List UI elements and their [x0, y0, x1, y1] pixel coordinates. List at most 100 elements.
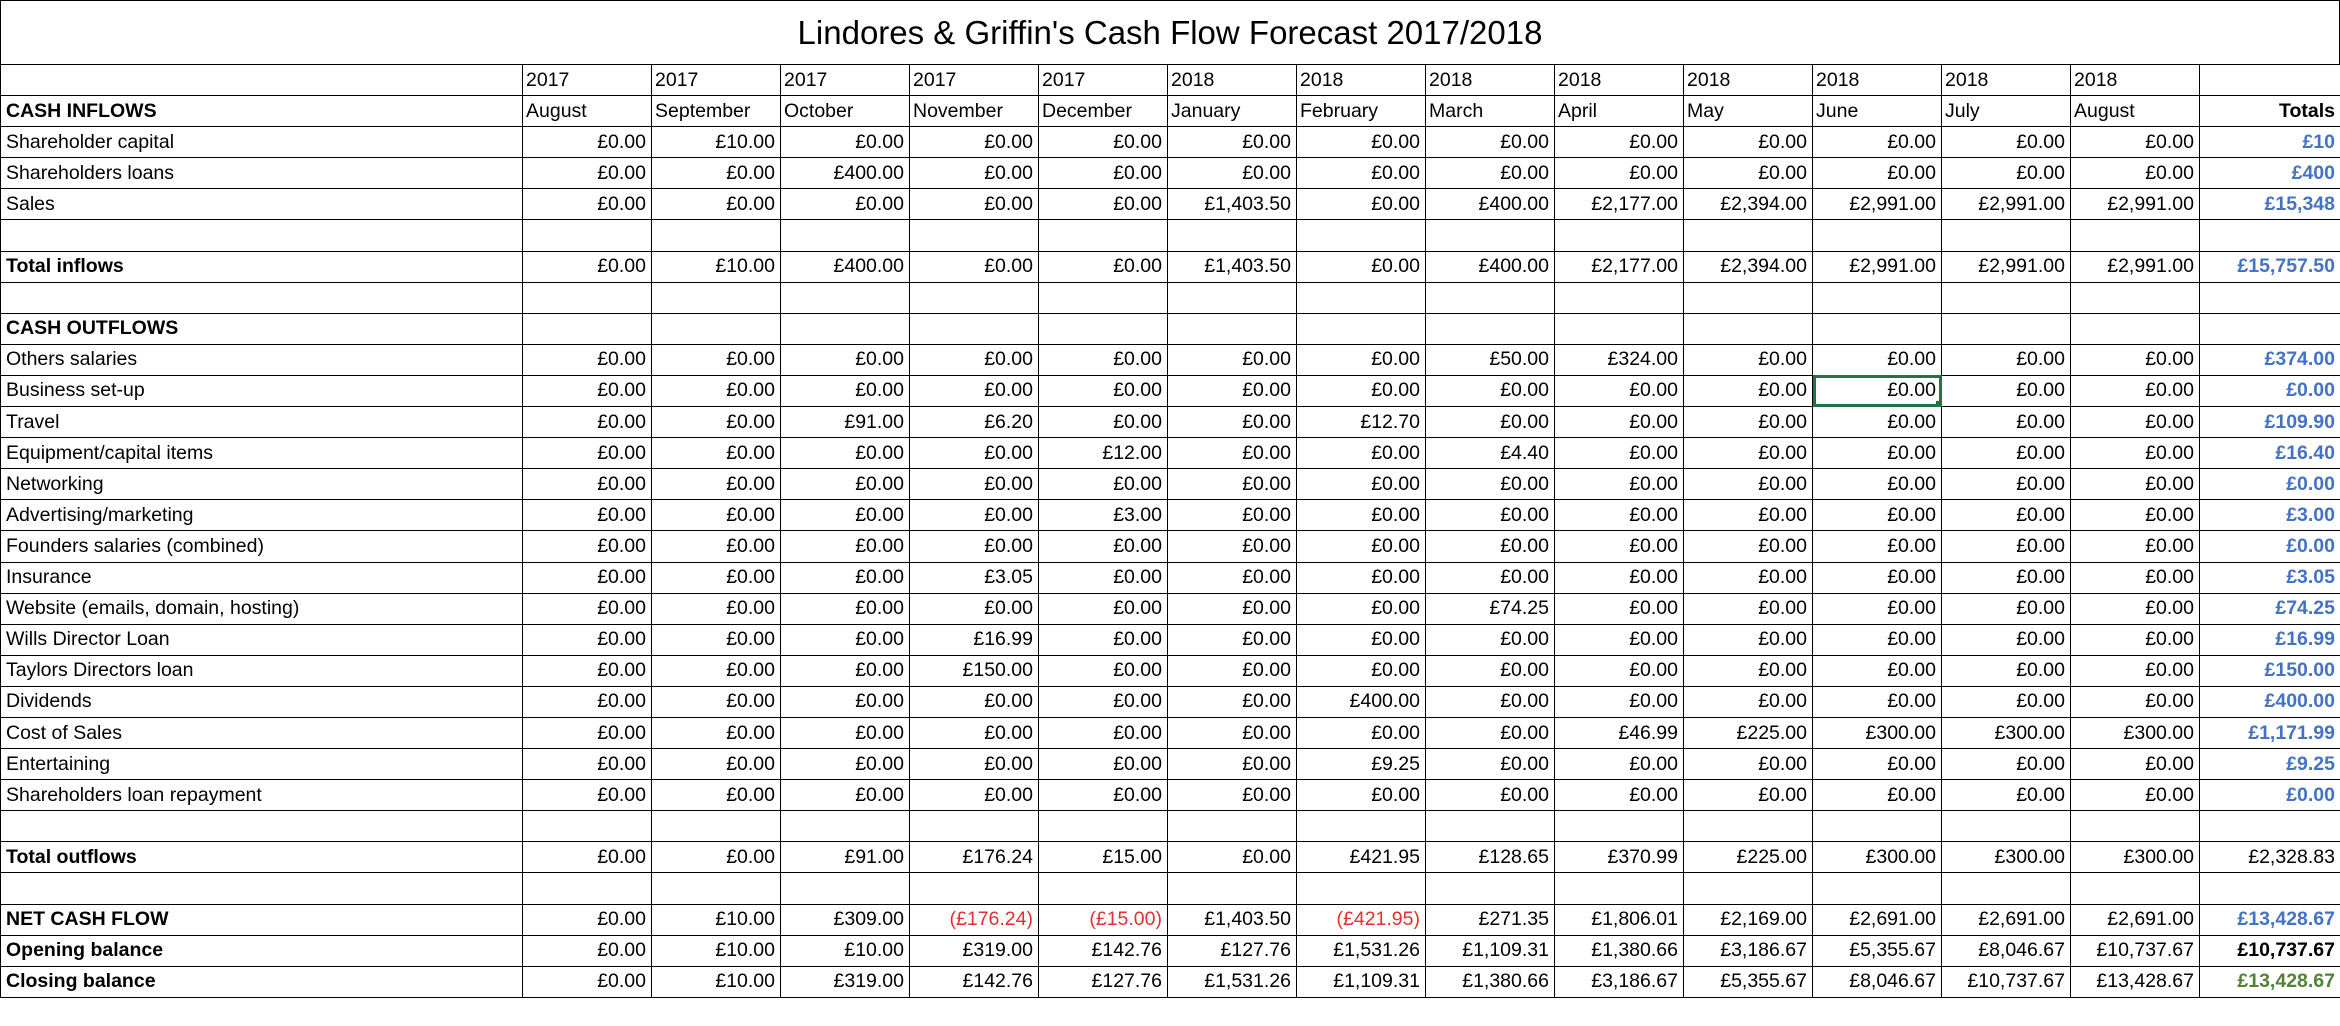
value-cell[interactable]: £0.00	[1038, 406, 1168, 439]
value-cell[interactable]: £0.00	[2070, 499, 2200, 532]
value-cell[interactable]: £0.00	[1683, 685, 1813, 718]
value-cell[interactable]: £0.00	[780, 685, 910, 718]
value-cell[interactable]: £0.00	[1683, 437, 1813, 470]
value-cell[interactable]: £0.00	[1425, 748, 1555, 781]
value-cell[interactable]: £0.00	[1296, 716, 1426, 750]
value-cell[interactable]: £3,186.67	[1554, 965, 1684, 998]
empty-cell[interactable]	[522, 810, 652, 843]
value-cell[interactable]: £0.00	[1425, 374, 1555, 408]
value-cell[interactable]: £0.00	[1941, 530, 2071, 563]
value-cell[interactable]: £91.00	[780, 841, 910, 874]
value-cell[interactable]: £0.00	[909, 374, 1039, 408]
value-cell[interactable]: £0.00	[1038, 250, 1168, 283]
value-cell[interactable]: £0.00	[1167, 716, 1297, 750]
row-label[interactable]: Insurance	[0, 561, 523, 594]
value-cell[interactable]: £0.00	[1812, 623, 1942, 656]
month-header[interactable]: January	[1167, 95, 1297, 128]
value-cell[interactable]: £0.00	[1425, 126, 1555, 159]
year-header[interactable]: 2018	[1941, 63, 2071, 97]
value-cell[interactable]: £0.00	[1425, 623, 1555, 656]
totals-header[interactable]: Totals	[2199, 95, 2340, 128]
value-cell[interactable]: £0.00	[1425, 530, 1555, 563]
value-cell[interactable]: £0.00	[522, 343, 652, 376]
empty-cell[interactable]	[1425, 219, 1555, 252]
value-cell[interactable]: £0.00	[1038, 343, 1168, 376]
value-cell[interactable]: £1,403.50	[1167, 903, 1297, 936]
empty-cell[interactable]	[0, 281, 523, 314]
row-label[interactable]: Others salaries	[0, 343, 523, 376]
empty-cell[interactable]	[1941, 219, 2071, 252]
value-cell[interactable]: £2,691.00	[1812, 903, 1942, 936]
value-cell[interactable]: £0.00	[2070, 623, 2200, 656]
value-cell[interactable]: £400.00	[780, 157, 910, 190]
value-cell[interactable]: £0.00	[1167, 499, 1297, 532]
empty-cell[interactable]	[651, 219, 781, 252]
value-cell[interactable]: £0.00	[1683, 499, 1813, 532]
value-cell[interactable]: £0.00	[1812, 592, 1942, 625]
value-cell[interactable]: £0.00	[522, 530, 652, 563]
value-cell[interactable]: £0.00	[651, 406, 781, 439]
row-label[interactable]: Networking	[0, 468, 523, 501]
value-cell[interactable]: £0.00	[1167, 530, 1297, 563]
value-cell[interactable]: £0.00	[1167, 592, 1297, 625]
value-cell[interactable]: £0.00	[1812, 748, 1942, 781]
empty-cell[interactable]	[1038, 312, 1168, 345]
value-cell[interactable]: £0.00	[780, 716, 910, 750]
value-cell[interactable]: £0.00	[522, 188, 652, 221]
value-cell[interactable]: £0.00	[1941, 623, 2071, 656]
value-cell[interactable]: £0.00	[1167, 157, 1297, 190]
value-cell[interactable]: £0.00	[1941, 779, 2071, 812]
value-cell[interactable]: £0.00	[1941, 406, 2071, 439]
value-cell[interactable]: £0.00	[1167, 654, 1297, 687]
value-cell[interactable]: £142.76	[1038, 934, 1168, 967]
empty-cell[interactable]	[651, 872, 781, 905]
value-cell[interactable]: £0.00	[651, 374, 781, 408]
empty-cell[interactable]	[1941, 312, 2071, 345]
value-cell[interactable]: £0.00	[1812, 374, 1942, 408]
empty-cell[interactable]	[651, 281, 781, 314]
value-cell[interactable]: £0.00	[1683, 406, 1813, 439]
value-cell[interactable]: £400.00	[780, 250, 910, 283]
value-cell[interactable]: £0.00	[1296, 654, 1426, 687]
value-cell[interactable]: £0.00	[1167, 779, 1297, 812]
value-cell[interactable]: £0.00	[1167, 561, 1297, 594]
value-cell[interactable]: £0.00	[2070, 685, 2200, 718]
row-total[interactable]: £16.40	[2199, 437, 2340, 470]
value-cell[interactable]: £0.00	[780, 530, 910, 563]
value-cell[interactable]: £1,109.31	[1425, 934, 1555, 967]
value-cell[interactable]: £0.00	[780, 437, 910, 470]
year-header[interactable]: 2018	[1812, 63, 1942, 97]
row-total[interactable]: £400	[2199, 157, 2340, 190]
value-cell[interactable]: £0.00	[522, 499, 652, 532]
value-cell[interactable]: £2,991.00	[1812, 250, 1942, 283]
value-cell[interactable]: £10.00	[780, 934, 910, 967]
value-cell[interactable]: £0.00	[1941, 157, 2071, 190]
value-cell[interactable]: £0.00	[522, 965, 652, 998]
value-cell[interactable]: £0.00	[2070, 561, 2200, 594]
value-cell[interactable]: £0.00	[780, 499, 910, 532]
empty-cell[interactable]	[1296, 219, 1426, 252]
value-cell[interactable]: £1,380.66	[1425, 965, 1555, 998]
value-cell[interactable]: £2,991.00	[1812, 188, 1942, 221]
value-cell[interactable]: £1,403.50	[1167, 188, 1297, 221]
row-total[interactable]: £0.00	[2199, 530, 2340, 563]
value-cell[interactable]: £16.99	[909, 623, 1039, 656]
empty-cell[interactable]	[2199, 872, 2340, 905]
empty-cell[interactable]	[522, 281, 652, 314]
value-cell[interactable]: £0.00	[1941, 654, 2071, 687]
empty-cell[interactable]	[2199, 281, 2340, 314]
value-cell[interactable]: £0.00	[522, 748, 652, 781]
value-cell[interactable]: £400.00	[1425, 250, 1555, 283]
value-cell[interactable]: £0.00	[522, 157, 652, 190]
value-cell[interactable]: £2,991.00	[2070, 250, 2200, 283]
value-cell[interactable]: £0.00	[1296, 499, 1426, 532]
value-cell[interactable]: £1,380.66	[1554, 934, 1684, 967]
value-cell[interactable]: £0.00	[522, 779, 652, 812]
empty-cell[interactable]	[2070, 281, 2200, 314]
value-cell[interactable]: £0.00	[780, 468, 910, 501]
empty-cell[interactable]	[1167, 312, 1297, 345]
value-cell[interactable]: £225.00	[1683, 841, 1813, 874]
value-cell[interactable]: £0.00	[1038, 748, 1168, 781]
empty-cell[interactable]	[1554, 810, 1684, 843]
value-cell[interactable]: £0.00	[1683, 374, 1813, 408]
